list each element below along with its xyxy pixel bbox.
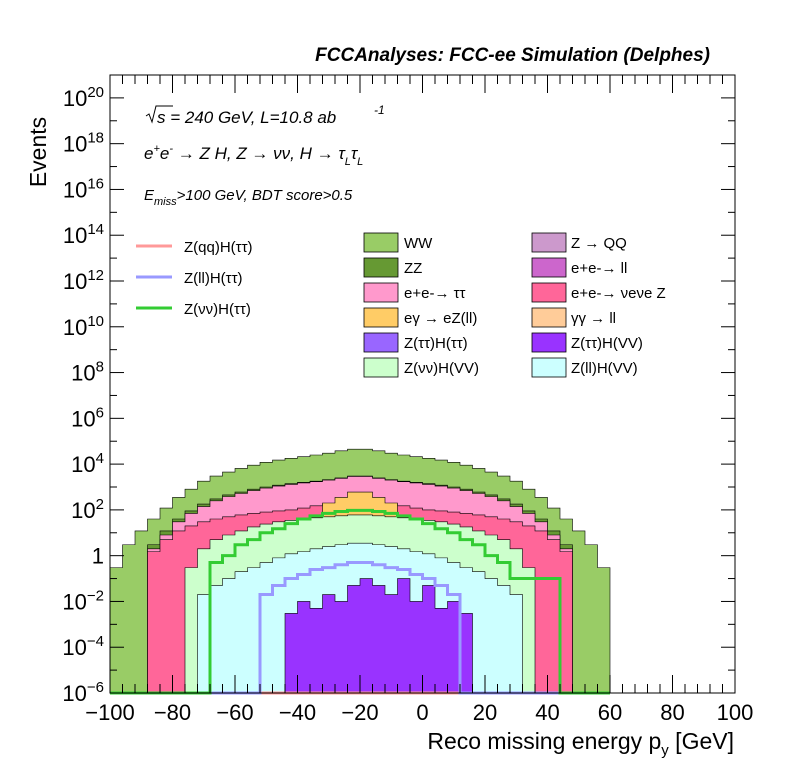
- legend-label: Z(ll)H(ττ): [184, 270, 243, 287]
- legend-swatch: [363, 232, 399, 253]
- x-tick-label: 40: [535, 700, 559, 725]
- legend-label: Z(qq)H(ττ): [184, 239, 253, 256]
- y-tick-label: 10−6: [62, 679, 104, 706]
- y-axis-title: Events: [25, 117, 51, 187]
- y-tick-label: 1016: [63, 175, 104, 202]
- y-tick-label: 1012: [63, 267, 104, 294]
- y-tick-label: 104: [71, 450, 104, 477]
- legend-swatch: [363, 332, 399, 353]
- legend-swatch: [363, 282, 399, 303]
- svg-text:s = 240 GeV, L=10.8 ab: s = 240 GeV, L=10.8 ab: [157, 108, 336, 127]
- y-tick-label: 1010: [63, 313, 104, 340]
- legend-label: γγ → ll: [571, 310, 616, 327]
- svg-text:-1: -1: [374, 103, 385, 117]
- legend-swatch: [531, 357, 567, 378]
- legend-swatch: [531, 307, 567, 328]
- x-tick-label: −100: [85, 700, 135, 725]
- legend-label: eγ → eZ(ll): [404, 310, 477, 327]
- x-tick-label: 0: [416, 700, 428, 725]
- legend-swatch: [531, 257, 567, 278]
- x-axis-title: Reco missing energy py [GeV]: [427, 728, 734, 759]
- hist-line-z-h: [110, 508, 610, 695]
- y-tick-label: 10−4: [62, 633, 104, 660]
- legend-label: Z(ll)H(VV): [571, 360, 638, 377]
- annotation-process: e+e- → Z H, Z → νν, H → τLτL: [144, 143, 363, 168]
- x-tick-label: 60: [598, 700, 622, 725]
- y-tick-label: 106: [71, 404, 104, 431]
- legend-label: WW: [404, 235, 433, 252]
- legend-swatch: [363, 307, 399, 328]
- legend-swatch: [363, 257, 399, 278]
- legend-label: Z(νν)H(ττ): [184, 301, 251, 318]
- legend-swatch: [531, 282, 567, 303]
- legend-swatch: [531, 232, 567, 253]
- legend-label: Z → QQ: [571, 235, 627, 252]
- x-tick-label: 100: [717, 700, 754, 725]
- x-tick-label: −20: [341, 700, 378, 725]
- legend-swatch: [531, 332, 567, 353]
- y-tick-label: 108: [71, 359, 104, 386]
- x-tick-label: −60: [216, 700, 253, 725]
- legend-label: Z(ττ)H(ττ): [404, 335, 468, 352]
- legend-swatch: [363, 357, 399, 378]
- x-tick-label: −80: [154, 700, 191, 725]
- x-tick-label: −40: [279, 700, 316, 725]
- x-tick-label: 80: [660, 700, 684, 725]
- legend-label: ZZ: [404, 260, 422, 277]
- y-tick-label: 1018: [63, 130, 104, 157]
- x-tick-label: 20: [473, 700, 497, 725]
- annotation-energy: s = 240 GeV, L=10.8 ab -1: [145, 103, 385, 127]
- legend-label: Z(ττ)H(VV): [571, 335, 643, 352]
- legend-label: e+e-→ ττ: [404, 285, 466, 302]
- y-tick-label: 10−2: [62, 587, 104, 614]
- y-tick-label: 1014: [63, 221, 104, 248]
- y-tick-label: 1020: [63, 84, 104, 111]
- annotation-cuts: Emiss>100 GeV, BDT score>0.5: [144, 187, 353, 208]
- chart-title: FCCAnalyses: FCC-ee Simulation (Delphes): [315, 45, 710, 66]
- legend-label: e+e-→ νeνe Z: [571, 285, 666, 302]
- legend-label: Z(νν)H(VV): [404, 360, 479, 377]
- y-tick-label: 102: [71, 496, 104, 523]
- y-tick-label: 1: [92, 544, 104, 569]
- legend-label: e+e-→ ll: [571, 260, 627, 277]
